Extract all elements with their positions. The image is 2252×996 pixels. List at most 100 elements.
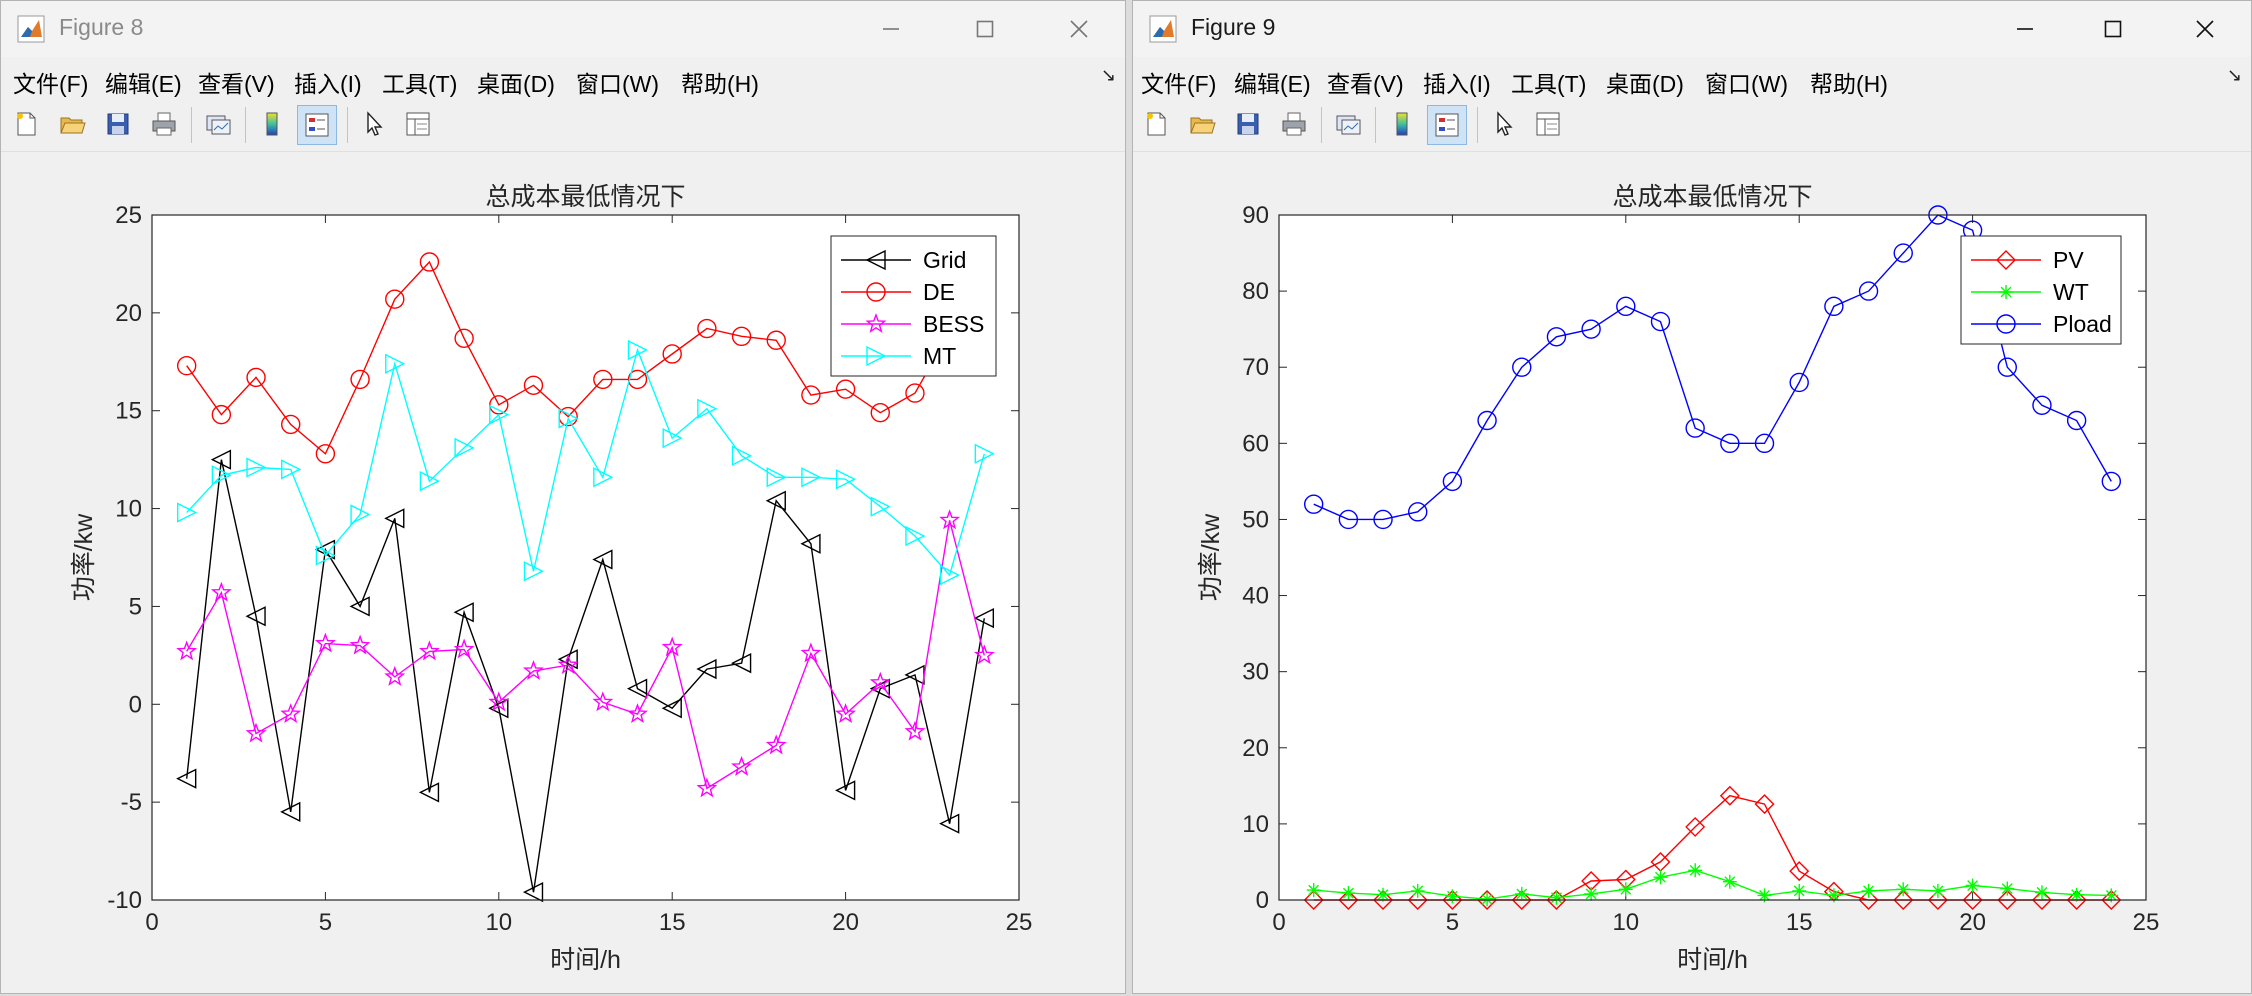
menu-file[interactable]: 文件(F) [13,71,89,97]
link-plot-button[interactable] [199,105,239,145]
diamond-marker [1338,890,1359,910]
triangle-right-marker [939,564,961,586]
star-marker [661,636,683,657]
menu-insert[interactable]: 插入(I) [294,71,362,97]
menu-edit[interactable]: 编辑(E) [1234,71,1311,97]
dock-arrow-icon[interactable]: ↘ [1101,65,1117,85]
asterisk-marker [1965,878,1980,893]
legend-box [830,235,997,377]
y-tick-label: 20 [1242,735,1269,762]
dock-arrow-icon[interactable]: ↘ [2227,65,2243,85]
triangle-right-marker [835,469,857,490]
star-marker [765,734,787,755]
circle-marker [350,369,370,390]
star-marker [245,722,267,743]
menu-insert[interactable]: 插入(I) [1423,71,1491,97]
maximize-button[interactable] [2081,7,2145,51]
legend: PV WT Pload [1960,235,2122,345]
circle-marker [1581,319,1601,339]
print-button[interactable] [145,105,185,145]
colorbar-button[interactable] [253,105,293,145]
property-inspector-icon [1536,112,1560,136]
property-inspector-icon [406,112,430,136]
circle-marker [866,282,886,302]
star-marker [488,691,510,712]
open-file-icon [60,117,86,134]
maximize-button[interactable] [953,7,1017,51]
figure-window: Figure 9 文件(F) 编辑(E) 查看(V) 插入(I) 工具(T) 桌… [1132,0,2252,994]
colorbar-button[interactable] [1383,105,1423,145]
open-file-button[interactable] [53,105,93,145]
asterisk-marker [2104,888,2119,903]
menu-tools[interactable]: 工具(T) [382,71,458,97]
legend-button[interactable] [1427,105,1467,145]
save-button[interactable] [1229,105,1269,145]
toolbar [1133,99,2251,152]
minimize-button[interactable] [1993,7,2057,51]
property-inspector-button[interactable] [399,105,439,145]
triangle-right-marker [385,353,406,374]
link-plot-icon [1336,115,1361,135]
circle-marker [905,383,925,403]
title-bar[interactable]: Figure 9 [1133,1,2251,57]
property-inspector-button[interactable] [1529,105,1569,145]
triangle-right-marker [281,459,302,480]
chart-title: 总成本最低情况下 [485,183,685,211]
legend-label: DE [923,279,955,305]
star-marker [592,691,614,712]
star-marker [869,671,891,692]
circle-marker [1685,418,1705,438]
asterisk-marker [1999,285,2013,299]
asterisk-marker [1896,882,1911,897]
new-figure-icon [17,112,36,136]
asterisk-marker [1480,892,1495,907]
menu-help[interactable]: 帮助(H) [681,71,759,97]
link-plot-button[interactable] [1329,105,1369,145]
menu-desktop[interactable]: 桌面(D) [1606,71,1684,97]
menu-edit[interactable]: 编辑(E) [105,71,182,97]
asterisk-marker [1722,874,1737,889]
circle-marker [731,326,752,347]
triangle-left-marker [626,678,648,699]
circle-marker [1408,502,1428,522]
asterisk-marker [2035,885,2049,900]
asterisk-marker [1792,883,1807,898]
matlab-figure-icon [17,15,45,43]
triangle-left-marker [865,249,886,271]
menu-help[interactable]: 帮助(H) [1810,71,1888,97]
menu-window[interactable]: 窗口(W) [576,71,660,97]
triangle-left-marker [835,780,856,801]
print-button[interactable] [1275,105,1315,145]
menu-tools[interactable]: 工具(T) [1511,71,1587,97]
title-bar[interactable]: Figure 8 [1,1,1125,57]
open-file-button[interactable] [1183,105,1223,145]
menu-file[interactable]: 文件(F) [1141,71,1217,97]
new-figure-button[interactable] [1137,105,1177,145]
menu-view[interactable]: 查看(V) [198,71,275,97]
new-figure-button[interactable] [7,105,47,145]
legend-button[interactable] [297,105,337,145]
star-marker [210,581,232,602]
chart-figure-9: 总成本最低情况下 0 5 10 15 20 25 0 10 20 30 40 50 60 70 80 90 时间/… [1197,183,2159,974]
menu-view[interactable]: 查看(V) [1327,71,1404,97]
y-tick-label: 60 [1242,430,1269,457]
pointer-button[interactable] [1485,105,1525,145]
triangle-right-marker [350,504,371,525]
star-marker [731,755,752,776]
save-icon [1237,113,1259,135]
close-button[interactable] [2173,7,2237,51]
y-axis-label: 功率/kw [1197,513,1225,601]
circle-marker [2032,395,2052,415]
pointer-button[interactable] [355,105,395,145]
triangle-right-marker [905,525,926,547]
save-button[interactable] [99,105,139,145]
close-button[interactable] [1047,7,1111,51]
asterisk-marker [1618,882,1633,897]
x-tick-label: 25 [1006,909,1033,936]
menu-desktop[interactable]: 桌面(D) [477,71,555,97]
x-tick-label: 15 [659,909,686,936]
menu-window[interactable]: 窗口(W) [1705,71,1789,97]
colorbar-icon [266,112,278,136]
minimize-button[interactable] [859,7,923,51]
diamond-marker [1685,816,1706,837]
